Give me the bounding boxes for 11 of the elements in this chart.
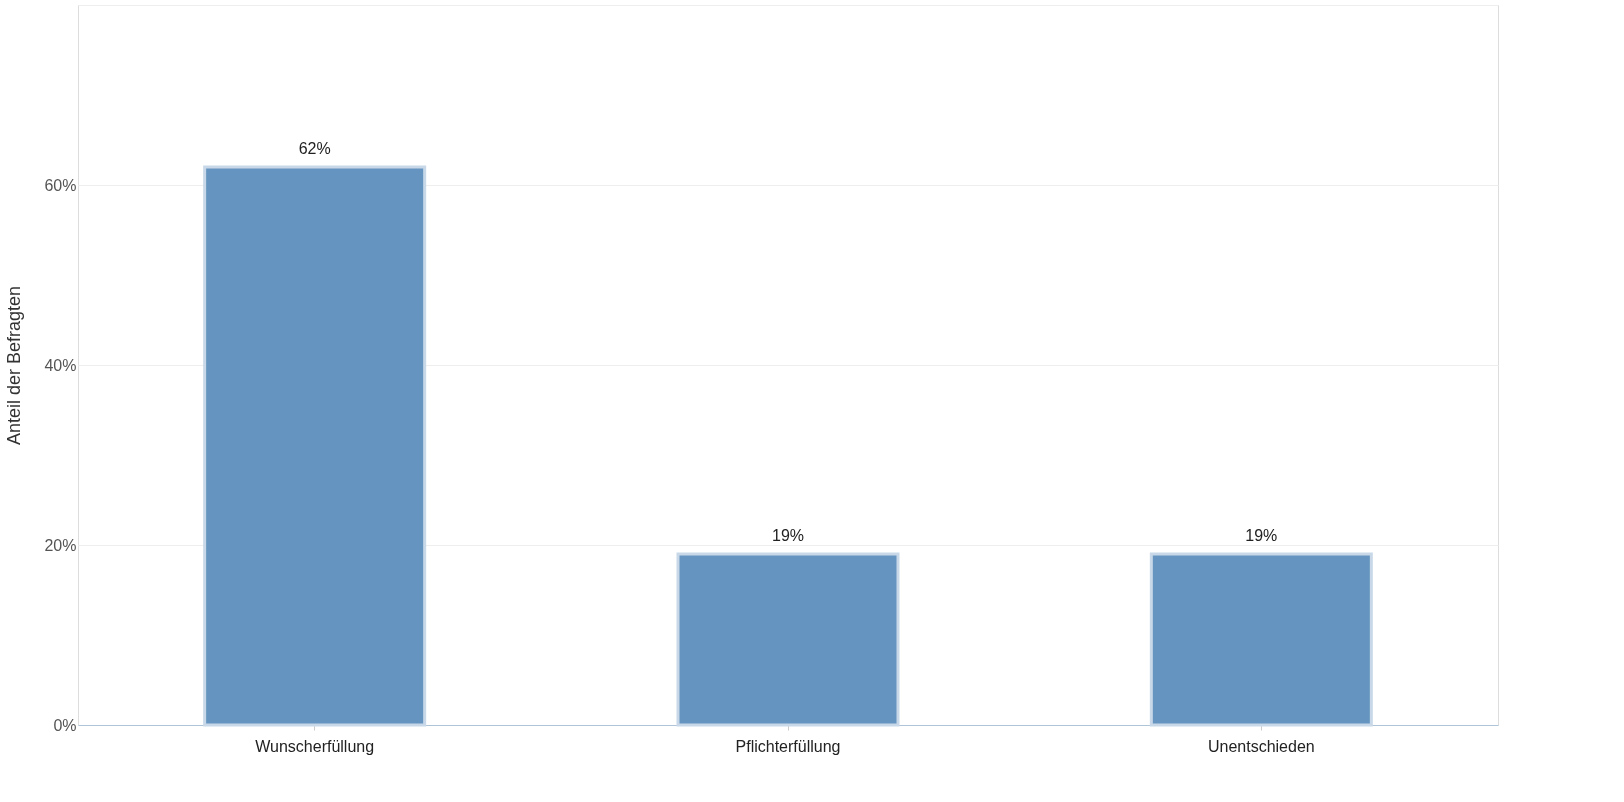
data-label: 62% bbox=[298, 140, 331, 157]
y-tick-label: 0% bbox=[53, 716, 77, 734]
data-label: 19% bbox=[771, 527, 805, 544]
y-tick-label: 20% bbox=[44, 536, 77, 554]
y-axis-title: Anteil der Befragten bbox=[4, 285, 25, 446]
y-tick-label: 60% bbox=[44, 176, 77, 194]
data-label: 19% bbox=[1245, 527, 1278, 544]
x-tick-label: Unentschieden bbox=[1207, 737, 1315, 755]
x-tick-label: Pflichterfüllung bbox=[735, 737, 841, 755]
x-tick-label: Wunscherfüllung bbox=[255, 737, 375, 755]
y-tick-label: 40% bbox=[44, 356, 77, 374]
